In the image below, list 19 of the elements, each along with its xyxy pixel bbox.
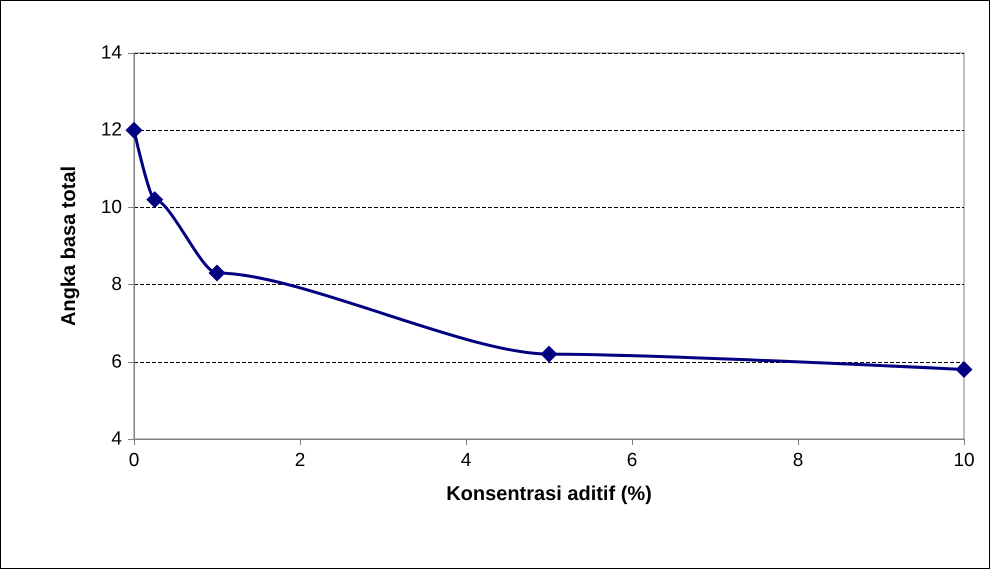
y-axis-title: Angka basa total [58,166,80,326]
x-tick-label: 2 [294,450,306,471]
x-tick-label: 6 [626,450,638,471]
x-tick-label: 8 [792,450,804,471]
point [146,191,164,208]
y-tick-label: 4 [111,428,122,450]
y-tick-label: 8 [111,274,122,296]
x-tick-label: 4 [460,450,472,471]
x-tick-label: 0 [128,450,140,471]
y-tick-label: 10 [100,196,122,218]
x-tick-label: 10 [953,450,975,471]
y-tick-label: 6 [111,351,122,372]
point [540,346,558,363]
y-tick-label: 12 [100,120,122,141]
y-tick-label: 14 [100,42,122,64]
point [126,122,142,139]
point [208,264,226,282]
x-axis-title: Konsentrasi aditif (%) [446,483,652,505]
point [956,361,972,378]
